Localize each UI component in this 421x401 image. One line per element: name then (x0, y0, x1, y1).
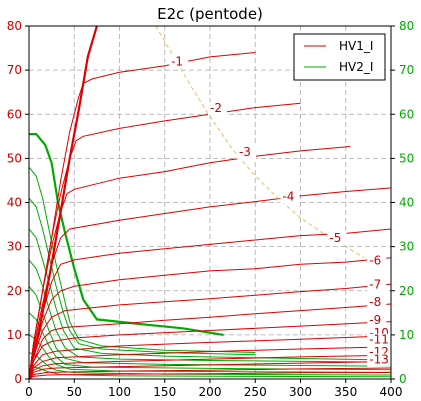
red-series-line (29, 371, 391, 379)
curve-label: -9 (369, 313, 381, 327)
y-tick-label: 80 (7, 19, 22, 33)
curve-label-bg (236, 146, 256, 160)
red-series-line (29, 360, 391, 379)
legend-box (293, 33, 386, 81)
green-series-line (29, 197, 256, 356)
x-tick-label: 150 (153, 385, 176, 399)
legend-label-hv2: HV2_I (339, 60, 373, 74)
curve-label-bg (327, 232, 347, 246)
curve-label: -6 (369, 253, 381, 267)
x-tick-label: 50 (67, 385, 82, 399)
green-series-line (29, 285, 391, 367)
x-tick-label: 350 (334, 385, 357, 399)
red-series-line (29, 303, 391, 379)
red-thick-line (32, 26, 98, 358)
curve-label: -5 (329, 231, 341, 245)
red-series-line (29, 102, 301, 379)
x-tick-label: 300 (289, 385, 312, 399)
curve-label: -2 (210, 101, 222, 115)
green-series-line (29, 228, 391, 361)
y2-tick-label: 0 (399, 372, 407, 386)
y-tick-label: 20 (7, 284, 22, 298)
red-series-line (29, 354, 391, 379)
curve-label: -3 (239, 145, 251, 159)
y-tick-label: 60 (7, 107, 22, 121)
y-tick-label: 40 (7, 196, 22, 210)
y-tick-label: 30 (7, 240, 22, 254)
red-series-line (29, 283, 391, 379)
power-boundary-line (155, 26, 365, 259)
power-boundary-group (155, 26, 365, 259)
curve-label: -13 (369, 353, 389, 367)
y2-tick-label: 40 (399, 196, 414, 210)
curve-label-bg (169, 55, 189, 69)
x-tick-label: 400 (380, 385, 403, 399)
green-series-line (29, 365, 391, 378)
x-tick-label: 200 (199, 385, 222, 399)
curve-label: -4 (282, 189, 294, 203)
x-tick-label: 100 (108, 385, 131, 399)
y2-tick-label: 20 (399, 284, 414, 298)
curve-label: -7 (369, 278, 381, 292)
curve-label: -1 (171, 55, 183, 69)
y2-tick-label: 30 (399, 240, 414, 254)
y2-tick-label: 50 (399, 151, 414, 165)
x-tick-label: 0 (25, 385, 33, 399)
chart-title: E2c (pentode) (157, 5, 263, 23)
curve-label-bg (208, 102, 227, 116)
curve-label: -11 (369, 333, 389, 347)
y-tick-label: 50 (7, 151, 22, 165)
red-series-line (29, 335, 391, 379)
red-series-line (29, 146, 351, 379)
curve-labels-group: -1-2-3-4-5-6-7-8-9-10-11-12-13 (169, 55, 394, 367)
curve-label-bg (367, 278, 387, 292)
y2-tick-label: 60 (399, 107, 414, 121)
red-series-line (29, 187, 391, 379)
red-series-line (29, 367, 391, 379)
curve-label-bg (367, 296, 387, 310)
y2-tick-label: 80 (399, 19, 414, 33)
y-tick-label: 0 (14, 372, 22, 386)
curve-label-bg (280, 190, 300, 204)
y2-tick-label: 10 (399, 328, 414, 342)
red-series-line (29, 346, 391, 379)
red-series-line (29, 321, 391, 379)
green-series-group (29, 133, 391, 378)
legend: HV1_I HV2_I (293, 33, 386, 81)
green-thick-line (29, 133, 224, 336)
y-tick-label: 10 (7, 328, 22, 342)
curve-label-bg (367, 254, 387, 268)
curve-label-bg (367, 313, 387, 327)
y2-tick-label: 70 (399, 63, 414, 77)
y-tick-label: 70 (7, 63, 22, 77)
red-series-line (29, 257, 391, 379)
green-series-line (29, 166, 256, 353)
x-tick-label: 250 (244, 385, 267, 399)
curve-label-bg (367, 333, 394, 347)
curve-label: -8 (369, 295, 381, 309)
legend-label-hv1: HV1_I (339, 39, 373, 53)
curve-label-bg (367, 353, 394, 367)
